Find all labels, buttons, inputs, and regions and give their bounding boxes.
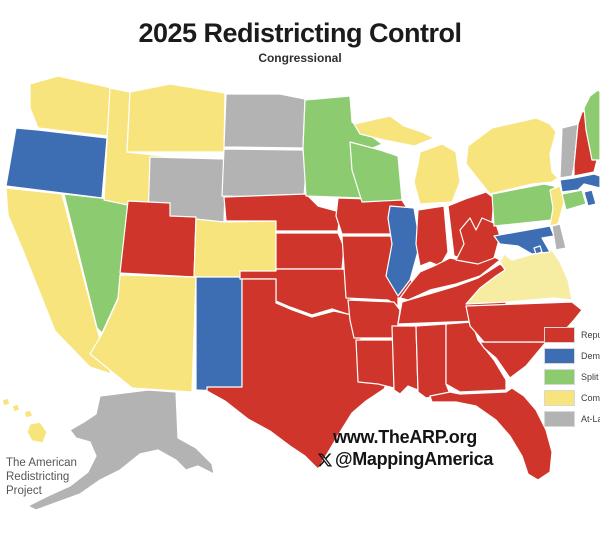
x-logo-icon (317, 453, 333, 466)
state-or (5, 127, 108, 199)
state-hi-big-island (26, 421, 48, 444)
state-az (89, 274, 197, 393)
state-wv (455, 217, 501, 265)
legend: Republ Democ Split (4 Comm At-Larg (544, 327, 600, 433)
state-md (493, 225, 555, 255)
legend-swatch-commission (544, 390, 575, 406)
state-ut (119, 200, 197, 278)
legend-item-at-large: At-Larg (544, 411, 600, 427)
attribution-line2: Redistricting (6, 471, 70, 483)
state-mi-upper (353, 115, 435, 147)
state-il (385, 205, 421, 297)
state-ne (223, 193, 341, 232)
legend-item-commission: Comm (544, 390, 600, 406)
state-mt (126, 83, 226, 153)
state-ak (27, 389, 215, 511)
attribution-line1: The American (6, 457, 77, 469)
legend-item-split: Split (4 (544, 369, 600, 385)
legend-swatch-split (544, 369, 575, 385)
attribution-line3: Project (6, 485, 42, 497)
legend-label-at-large: At-Larg (581, 414, 600, 424)
state-ny (465, 117, 559, 195)
state-mi-lower (413, 143, 461, 205)
attribution: The American Redistricting Project (6, 456, 77, 498)
state-me (583, 89, 600, 161)
state-fl (429, 387, 553, 481)
state-ri (583, 189, 597, 207)
state-wi (349, 141, 403, 203)
legend-swatch-democratic (544, 348, 575, 364)
state-wa (29, 75, 113, 137)
footer-credits: www.TheARP.org @MappingAmerica (250, 427, 560, 470)
legend-label-commission: Comm (581, 393, 600, 403)
state-ks (275, 232, 345, 270)
state-ms (391, 325, 419, 395)
legend-label-democratic: Democ (581, 351, 600, 361)
state-in (415, 205, 449, 267)
legend-swatch-at-large (544, 411, 575, 427)
state-hi-kauai (1, 397, 11, 407)
state-ma (559, 173, 600, 193)
state-ct (561, 189, 587, 211)
legend-label-republican: Republ (581, 330, 600, 340)
website-text: www.TheARP.org (333, 427, 477, 447)
legend-item-republican: Republ (544, 327, 600, 343)
state-hi-maui (23, 409, 34, 419)
state-tx (206, 278, 389, 470)
state-hi-oahu (11, 403, 21, 413)
legend-swatch-republican (544, 327, 575, 343)
page-subtitle: Congressional (258, 51, 342, 65)
legend-item-democratic: Democ (544, 348, 600, 364)
page-title: 2025 Redistricting Control (138, 18, 462, 48)
state-de (551, 223, 567, 251)
state-vt (559, 123, 579, 179)
state-nd (223, 93, 306, 149)
state-sd (221, 148, 307, 199)
state-nm (195, 276, 243, 393)
social-handle-text: @MappingAmerica (334, 449, 494, 469)
state-al (415, 323, 451, 399)
legend-label-split: Split (4 (581, 372, 600, 382)
state-co (193, 218, 277, 278)
social-handle-row: @MappingAmerica (250, 449, 560, 470)
state-dc (533, 245, 543, 255)
state-ca (5, 187, 112, 375)
